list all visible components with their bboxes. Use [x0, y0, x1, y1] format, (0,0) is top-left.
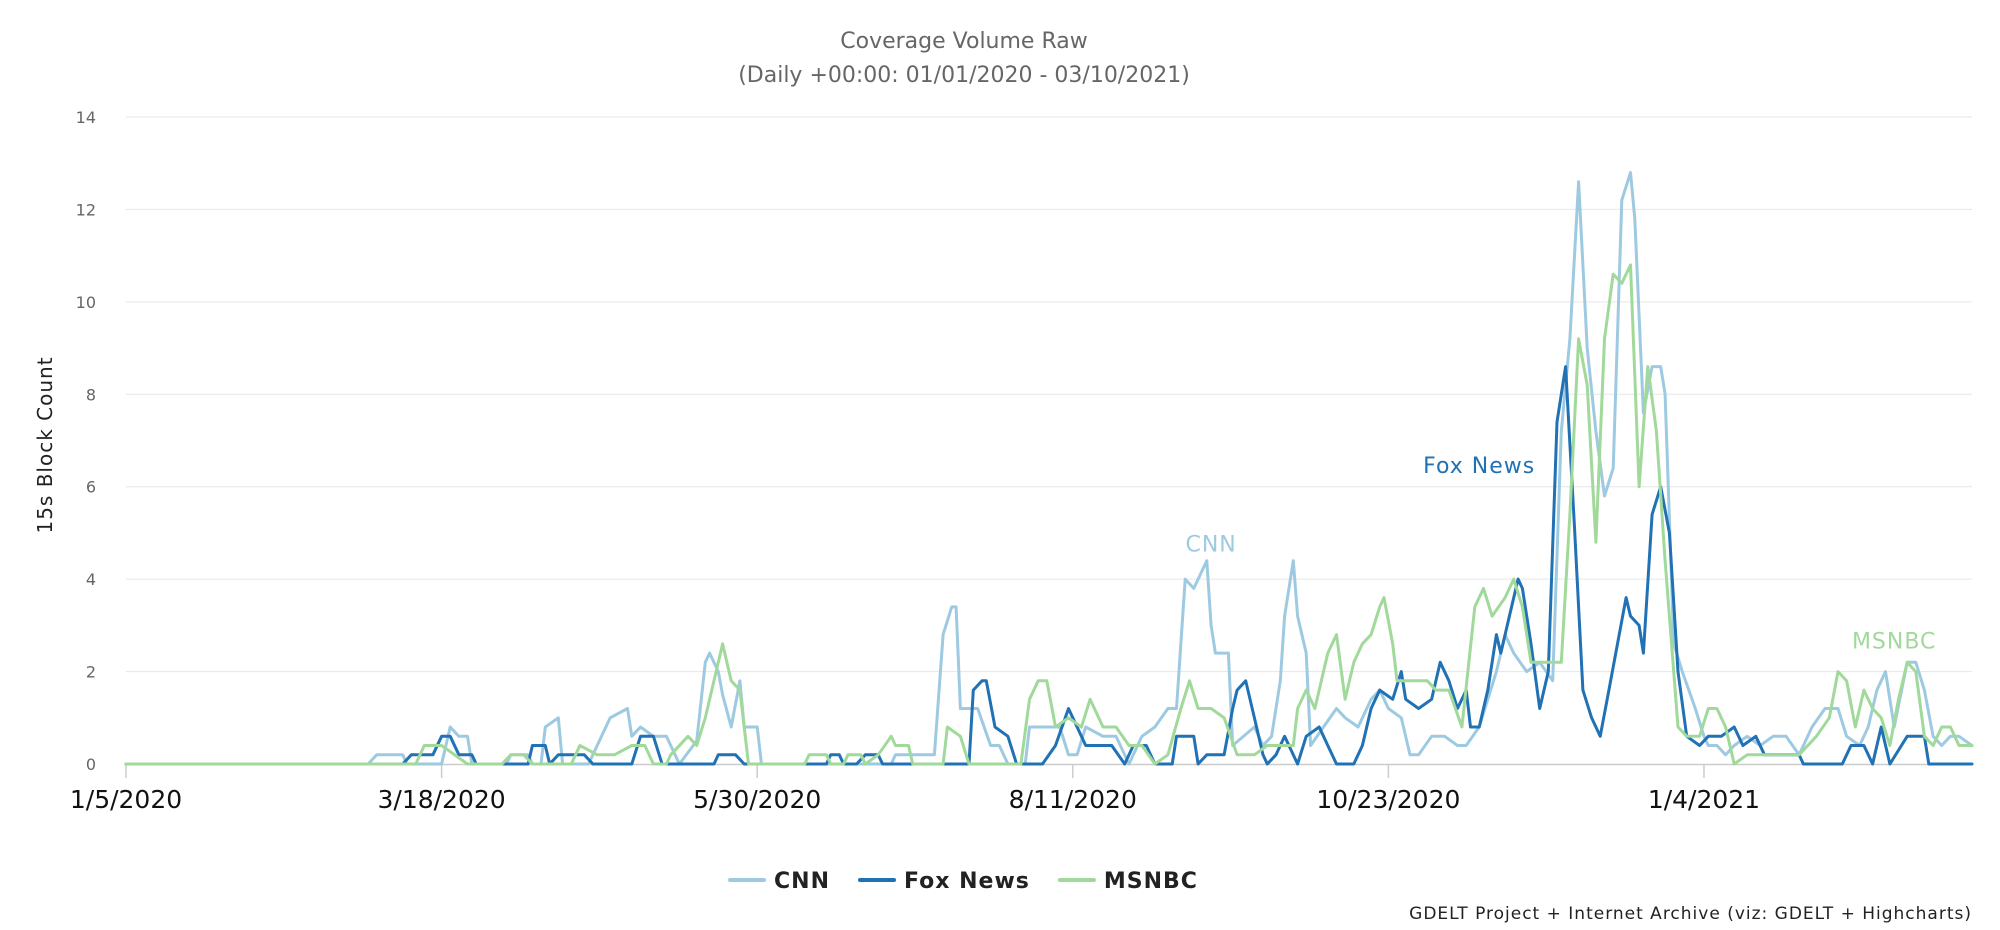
series-lines	[124, 171, 1974, 766]
legend-item-label[interactable]: MSNBC	[1104, 869, 1198, 894]
legend: CNN Fox News MSNBC	[728, 869, 1198, 894]
series-labels: CNN Fox News MSNBC	[1185, 454, 1936, 655]
series-line-cnn[interactable]	[124, 171, 1974, 766]
y-tick-label: 0	[86, 755, 96, 774]
series-label-msnbc: MSNBC	[1852, 629, 1936, 654]
y-tick-label: 4	[86, 570, 96, 589]
series-line-fox-news[interactable]	[124, 365, 1974, 766]
legend-item-label[interactable]: CNN	[774, 869, 830, 894]
y-tick-label: 10	[76, 293, 96, 312]
x-tick-label: 1/4/2021	[1648, 785, 1760, 814]
y-tick-label: 8	[86, 385, 96, 404]
y-tick-label: 6	[86, 478, 96, 497]
y-axis-label: 15s Block Count	[33, 356, 57, 533]
gridlines	[126, 116, 1972, 673]
x-tick-label: 8/11/2020	[1009, 785, 1137, 814]
y-tick-label: 2	[86, 663, 96, 682]
y-tick-label: 12	[76, 200, 96, 219]
series-line-msnbc[interactable]	[124, 263, 1974, 766]
y-tick-label: 14	[76, 108, 96, 127]
legend-item-label[interactable]: Fox News	[904, 869, 1030, 894]
x-tick-label: 3/18/2020	[377, 785, 505, 814]
x-tick-label: 5/30/2020	[693, 785, 821, 814]
x-tick-label: 10/23/2020	[1316, 785, 1460, 814]
series-label-fox-news: Fox News	[1423, 454, 1535, 479]
chart-subtitle: (Daily +00:00: 01/01/2020 - 03/10/2021)	[738, 63, 1190, 88]
credits[interactable]: GDELT Project + Internet Archive (viz: G…	[1409, 904, 1972, 924]
x-axis: 1/5/2020 3/18/2020 5/30/2020 8/11/2020 10/23…	[70, 763, 1972, 814]
y-axis-ticks: 0 2 4 6 8 10 12 14	[76, 108, 96, 774]
series-label-cnn: CNN	[1185, 532, 1236, 557]
x-tick-label: 1/5/2020	[70, 785, 182, 814]
chart-title: Coverage Volume Raw	[840, 29, 1088, 54]
